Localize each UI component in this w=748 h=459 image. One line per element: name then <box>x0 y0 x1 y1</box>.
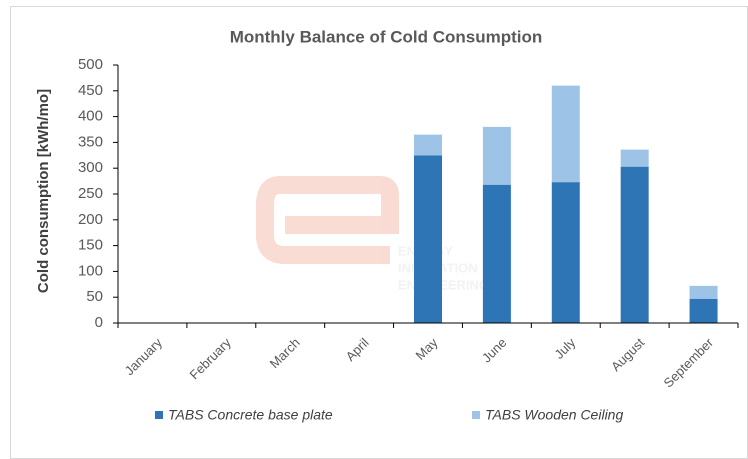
legend-swatch <box>472 411 480 419</box>
watermark-text: ENGINEERING <box>398 277 489 292</box>
y-tick-label: 150 <box>78 237 103 254</box>
y-tick-label: 200 <box>78 211 103 228</box>
y-tick-label: 400 <box>78 108 103 125</box>
bar-segment <box>689 298 718 323</box>
bar-segment <box>689 285 718 299</box>
bar-segment <box>620 166 649 323</box>
y-tick-label: 450 <box>78 82 103 99</box>
chart-title: Monthly Balance of Cold Consumption <box>230 27 543 46</box>
y-tick-label: 250 <box>78 185 103 202</box>
bar-segment <box>482 126 511 185</box>
bar-segment <box>414 155 442 323</box>
y-tick-label: 350 <box>78 133 103 150</box>
bar-segment <box>551 85 580 183</box>
bar-segment <box>620 149 649 167</box>
y-tick-label: 300 <box>78 159 103 176</box>
y-tick-label: 50 <box>86 288 103 305</box>
bar-segment <box>551 182 580 323</box>
legend-swatch <box>155 411 163 419</box>
bar-segment <box>414 134 442 156</box>
legend-label: TABS Wooden Ceiling <box>485 407 623 423</box>
y-tick-label: 0 <box>95 314 103 331</box>
bar-segment <box>482 184 511 323</box>
y-axis-title: Cold consumption [kWh/mo] <box>35 89 52 293</box>
legend-label: TABS Concrete base plate <box>168 407 333 423</box>
y-tick-label: 500 <box>78 56 103 73</box>
y-tick-label: 100 <box>78 262 103 279</box>
